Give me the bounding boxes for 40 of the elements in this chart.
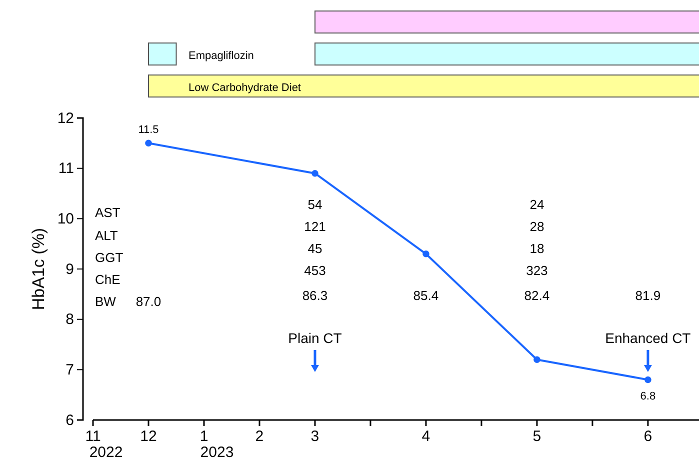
annotation: GGT [95,250,124,265]
y-tick-label: 10 [57,210,74,228]
y-tick-label: 12 [57,110,74,127]
annotation: 323 [526,263,548,278]
annotation: 121 [304,219,326,234]
annotation: 45 [308,241,322,256]
annotation: 18 [530,241,544,256]
annotation: 86.3 [302,288,328,303]
y-tick-label: 8 [66,311,74,328]
annotation: Plain CT [288,330,342,346]
x-tick-label: 11 2022 [85,428,123,461]
annotation: 81.9 [635,288,661,303]
x-tick-label: 6 [644,428,652,445]
annotation: 87.0 [136,294,162,309]
y-axis-title: HbA1c (%) [29,228,48,310]
annotation: 453 [304,263,326,278]
x-tick-label: 2 [255,428,264,445]
y-tick-label: 9 [66,260,74,278]
y-tick-label: 6 [66,412,74,429]
annotation: 24 [530,197,544,212]
annotation: Enhanced CT [605,330,692,346]
annotation: AST [95,205,120,220]
x-tick-label: 3 [310,428,320,445]
annotation: ALT [95,228,118,243]
data-label: 6.8 [640,390,656,403]
text: Empagliflozin [188,50,254,62]
annotation: 54 [308,197,322,212]
x-tick-label: 12 [140,428,157,445]
y-tick-label: 11 [58,160,74,178]
annotation: 82.4 [524,288,550,303]
x-tick-label: 4 [422,428,430,445]
annotation: 28 [530,219,544,234]
annotation: BW [95,294,117,309]
x-tick-label: 5 [532,428,542,445]
annotation: ChE [95,272,121,287]
data-label: 11.5 [138,124,159,136]
annotation: 85.4 [413,288,439,303]
y-tick-label: 7 [66,361,74,378]
text: Low Carbohydrate Diet [188,82,302,94]
x-tick-label: 1 2023 [200,428,234,461]
